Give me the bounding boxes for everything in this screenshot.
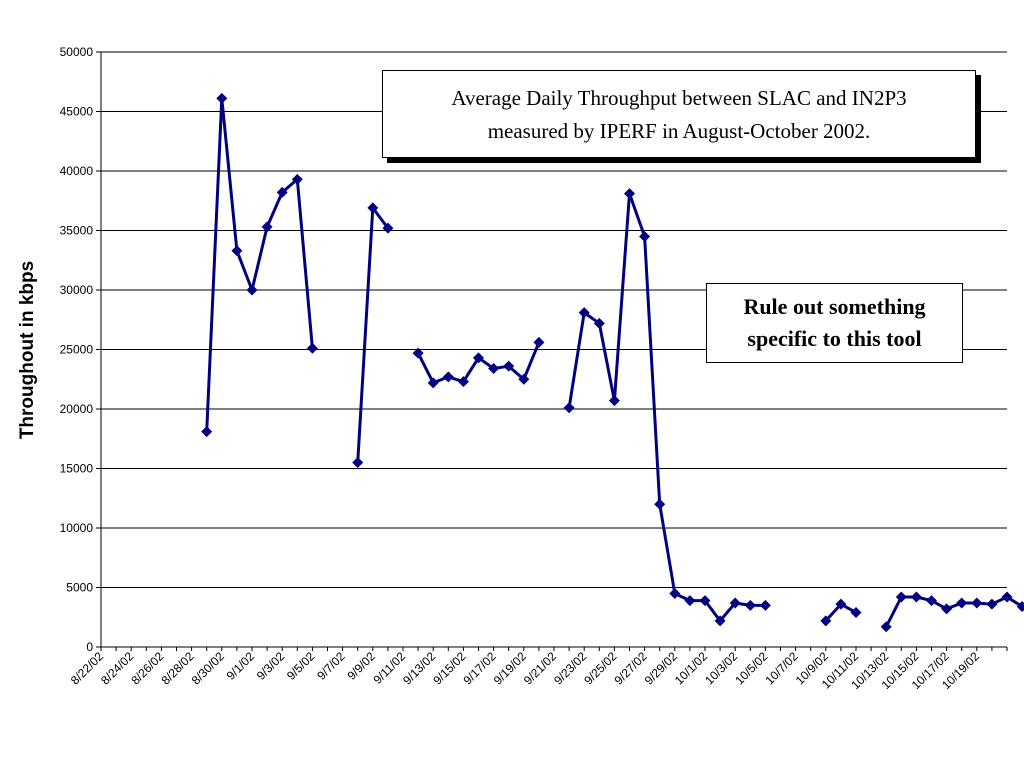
data-point-8-30-02 bbox=[216, 92, 228, 104]
x-tick-label-8/30/02: 8/30/02 bbox=[189, 649, 227, 687]
data-point-10-4-02 bbox=[744, 599, 756, 611]
data-point-9-29-02 bbox=[669, 587, 681, 599]
series-points bbox=[201, 92, 1024, 633]
y-axis-label: Throughout in kbps bbox=[17, 261, 38, 439]
data-point-9-18-02 bbox=[503, 360, 515, 372]
annotation-box: Rule out something specific to this tool bbox=[706, 283, 963, 363]
data-point-9-1-02 bbox=[246, 284, 258, 296]
data-point-10-19-02 bbox=[971, 597, 983, 609]
y-tick-label-40000: 40000 bbox=[60, 164, 94, 178]
x-tick-label-8/26/02: 8/26/02 bbox=[128, 649, 166, 687]
data-point-9-2-02 bbox=[261, 221, 273, 233]
data-point-10-20-02 bbox=[986, 598, 998, 610]
data-point-9-23-02 bbox=[578, 307, 590, 319]
data-point-9-22-02 bbox=[563, 402, 575, 414]
x-tick-label-9/23/02: 9/23/02 bbox=[551, 649, 589, 687]
axes bbox=[96, 51, 1008, 651]
data-point-9-3-02 bbox=[276, 186, 288, 198]
y-tick-label-15000: 15000 bbox=[60, 462, 94, 476]
data-point-10-9-02 bbox=[820, 615, 832, 627]
x-tick-label-9/25/02: 9/25/02 bbox=[581, 649, 619, 687]
data-point-10-18-02 bbox=[956, 597, 968, 609]
x-tick-label-10/7/02: 10/7/02 bbox=[763, 649, 801, 687]
data-point-9-17-02 bbox=[488, 363, 500, 375]
annotation-line-2: specific to this tool bbox=[747, 326, 922, 351]
data-point-9-30-02 bbox=[684, 595, 696, 607]
data-point-9-5-02 bbox=[306, 342, 318, 354]
data-point-9-8-02 bbox=[352, 457, 364, 469]
x-tick-labels: 8/22/028/24/028/26/028/28/028/30/029/1/0… bbox=[68, 649, 982, 692]
data-point-9-20-02 bbox=[533, 336, 545, 348]
chart-title-box: Average Daily Throughput between SLAC an… bbox=[382, 70, 976, 158]
x-tick-label-8/24/02: 8/24/02 bbox=[98, 649, 136, 687]
data-point-10-21-02 bbox=[1001, 591, 1013, 603]
data-point-10-3-02 bbox=[729, 597, 741, 609]
x-tick-label-9/5/02: 9/5/02 bbox=[284, 649, 318, 683]
x-tick-label-9/13/02: 9/13/02 bbox=[400, 649, 438, 687]
series-line-segment-2 bbox=[356, 206, 390, 463]
data-point-9-27-02 bbox=[639, 230, 651, 242]
x-tick-label-9/15/02: 9/15/02 bbox=[430, 649, 468, 687]
data-point-9-26-02 bbox=[624, 188, 635, 200]
data-point-9-25-02 bbox=[608, 395, 620, 407]
data-point-10-11-02 bbox=[850, 606, 862, 618]
data-point-9-15-02 bbox=[457, 376, 469, 388]
annotation-line-1: Rule out something bbox=[743, 294, 926, 319]
data-point-10-17-02 bbox=[941, 603, 953, 615]
y-tick-label-25000: 25000 bbox=[60, 343, 94, 357]
series-line-segment-1 bbox=[205, 96, 314, 432]
data-point-9-9-02 bbox=[367, 202, 379, 214]
x-tick-label-10/5/02: 10/5/02 bbox=[732, 649, 770, 687]
y-tick-label-20000: 20000 bbox=[60, 402, 94, 416]
y-tick-label-35000: 35000 bbox=[60, 224, 94, 238]
data-point-9-4-02 bbox=[291, 173, 303, 185]
x-tick-label-9/7/02: 9/7/02 bbox=[314, 649, 348, 683]
series-line-segment-4 bbox=[567, 192, 766, 623]
x-tick-label-8/28/02: 8/28/02 bbox=[159, 649, 197, 687]
x-tick-label-10/1/02: 10/1/02 bbox=[672, 649, 710, 687]
x-tick-label-10/3/02: 10/3/02 bbox=[702, 649, 740, 687]
series-line-segment-6 bbox=[884, 595, 1023, 628]
data-point-9-12-02 bbox=[412, 347, 424, 359]
x-tick-label-9/21/02: 9/21/02 bbox=[521, 649, 559, 687]
x-tick-label-9/17/02: 9/17/02 bbox=[461, 649, 499, 687]
y-tick-labels: 0 5000 10000 15000 20000 25000 30000 35000 40000… bbox=[60, 45, 94, 654]
data-point-8-29-02 bbox=[201, 426, 213, 438]
x-tick-label-9/29/02: 9/29/02 bbox=[642, 649, 680, 687]
chart-title-line-2: measured by IPERF in August-October 2002… bbox=[487, 119, 871, 143]
y-tick-label-0: 0 bbox=[86, 640, 93, 654]
data-point-9-10-02 bbox=[382, 222, 394, 234]
data-point-10-5-02 bbox=[759, 599, 771, 611]
y-tick-label-10000: 10000 bbox=[60, 521, 94, 535]
data-point-9-14-02 bbox=[442, 371, 454, 383]
data-point-9-13-02 bbox=[427, 377, 439, 389]
y-tick-label-5000: 5000 bbox=[66, 581, 93, 595]
y-tick-label-30000: 30000 bbox=[60, 283, 94, 297]
data-point-10-2-02 bbox=[714, 615, 726, 627]
y-tick-label-50000: 50000 bbox=[60, 45, 94, 59]
data-point-10-1-02 bbox=[699, 595, 711, 607]
y-tick-label-45000: 45000 bbox=[60, 105, 94, 119]
data-point-9-16-02 bbox=[473, 352, 484, 364]
data-point-10-16-02 bbox=[926, 595, 937, 607]
data-point-9-28-02 bbox=[654, 498, 666, 510]
x-tick-label-8/22/02: 8/22/02 bbox=[68, 649, 106, 687]
data-point-10-15-02 bbox=[910, 591, 922, 603]
data-point-9-24-02 bbox=[593, 317, 605, 329]
data-point-8-31-02 bbox=[231, 245, 243, 257]
x-tick-label-9/27/02: 9/27/02 bbox=[612, 649, 650, 687]
chart-title-line-1: Average Daily Throughput between SLAC an… bbox=[451, 86, 907, 110]
x-tick-label-9/19/02: 9/19/02 bbox=[491, 649, 529, 687]
x-tick-label-9/3/02: 9/3/02 bbox=[254, 649, 288, 683]
x-tick-label-9/1/02: 9/1/02 bbox=[224, 649, 258, 683]
data-point-10-10-02 bbox=[835, 598, 847, 610]
data-point-10-13-02 bbox=[880, 621, 892, 633]
data-point-10-22-02 bbox=[1016, 601, 1024, 613]
data-point-9-19-02 bbox=[518, 373, 530, 385]
data-point-10-14-02 bbox=[895, 591, 907, 603]
